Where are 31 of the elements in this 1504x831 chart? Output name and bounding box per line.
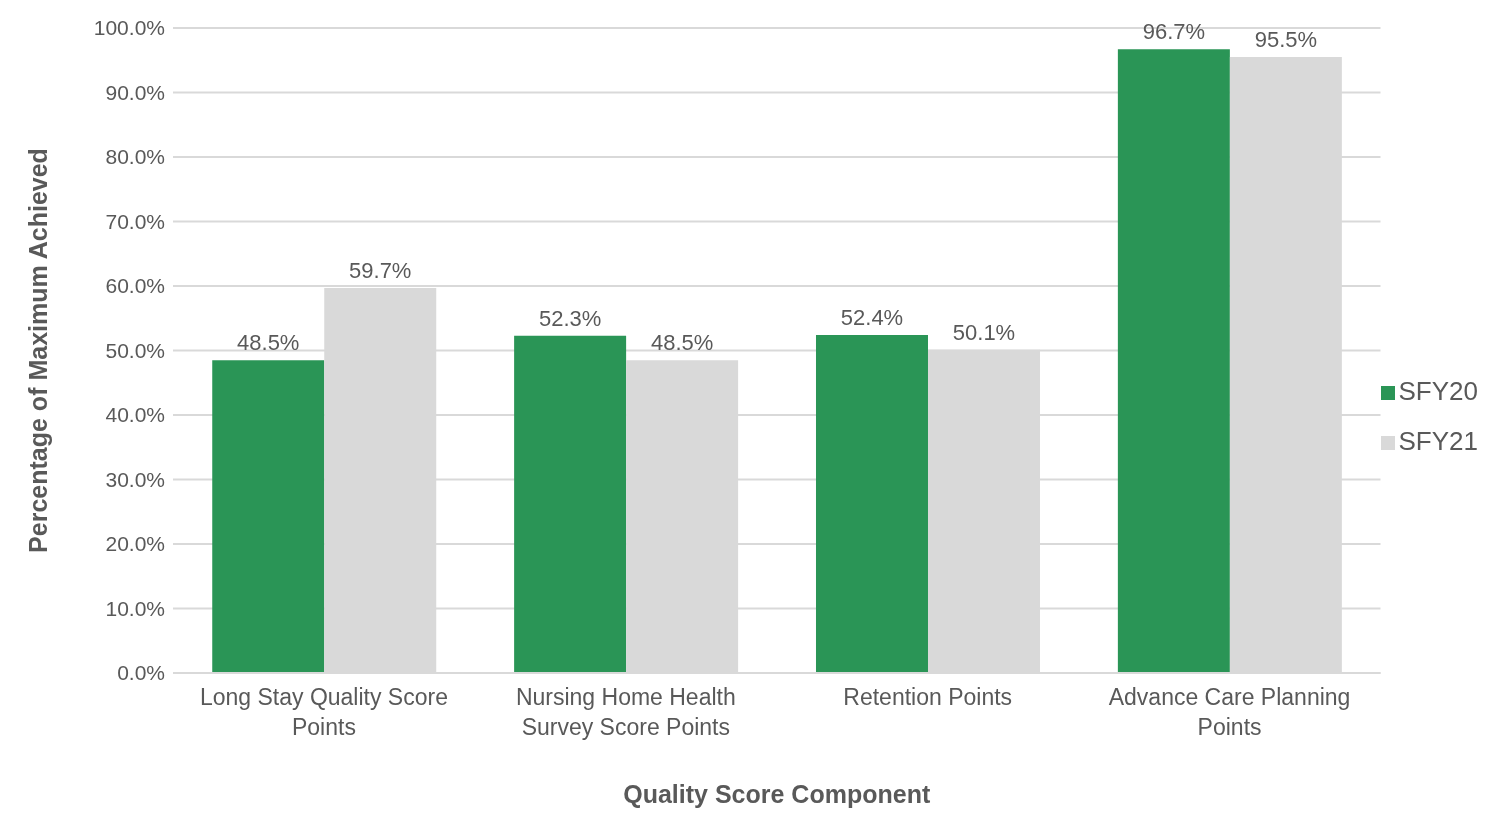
data-label: 59.7% (349, 257, 412, 283)
data-label: 48.5% (650, 330, 714, 356)
y-tick-label: 40.0% (105, 403, 165, 427)
y-tick-label: 50.0% (105, 338, 165, 362)
y-tick-label: 70.0% (105, 209, 165, 233)
y-tick-label: 90.0% (105, 80, 165, 104)
data-label: 52.4% (840, 305, 904, 331)
bar (815, 335, 928, 673)
y-tick-label: 0.0% (117, 661, 165, 685)
x-tick-label: Long Stay Quality Score Points (199, 684, 448, 740)
x-tick-label: Retention Points (843, 684, 1013, 710)
y-tick-label: 60.0% (105, 274, 165, 298)
x-axis-title: Quality Score Component (623, 780, 931, 808)
data-label: 52.3% (538, 305, 602, 331)
legend-label: SFY20 (1398, 375, 1478, 406)
x-tick-label: Advance Care Planning Points (1108, 684, 1351, 740)
legend-label: SFY21 (1398, 425, 1478, 456)
data-label: 48.5% (237, 330, 300, 356)
y-tick-label: 20.0% (105, 532, 165, 556)
bar (514, 335, 627, 673)
data-label: 96.7% (1142, 19, 1206, 45)
bar (1117, 49, 1230, 673)
x-tick-label: Nursing Home Health Survey Score Points (515, 684, 736, 740)
y-tick-label: 100.0% (93, 16, 165, 40)
bar (212, 360, 325, 673)
data-label: 50.1% (952, 319, 1016, 345)
y-tick-label: 10.0% (105, 596, 165, 620)
y-axis-title: Percentage of Maximum Achieved (23, 148, 52, 553)
y-tick-label: 30.0% (105, 467, 165, 491)
data-label: 95.5% (1254, 27, 1318, 53)
y-tick-label: 80.0% (105, 145, 165, 169)
